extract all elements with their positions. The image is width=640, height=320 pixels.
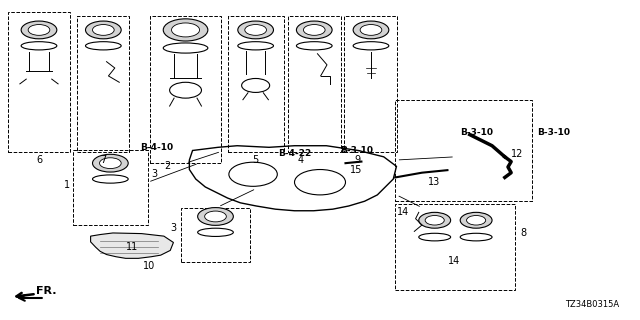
Text: 1: 1	[64, 180, 70, 190]
Bar	[73, 150, 148, 225]
Text: 6: 6	[36, 155, 42, 165]
Circle shape	[425, 215, 444, 225]
Circle shape	[163, 19, 208, 41]
Text: 13: 13	[428, 177, 440, 187]
Bar	[8, 12, 70, 152]
Text: 9: 9	[354, 155, 360, 165]
Polygon shape	[91, 233, 173, 258]
Bar	[228, 16, 284, 152]
Circle shape	[303, 25, 325, 35]
Circle shape	[86, 21, 121, 39]
Bar	[288, 16, 341, 152]
Circle shape	[93, 154, 128, 172]
Text: 7: 7	[100, 155, 106, 165]
Text: B-4-22: B-4-22	[278, 149, 311, 158]
Text: 5: 5	[253, 155, 259, 165]
Text: 14: 14	[397, 207, 409, 217]
Circle shape	[460, 212, 492, 228]
Circle shape	[238, 21, 273, 39]
Text: 4: 4	[298, 155, 304, 165]
Text: 3: 3	[151, 169, 157, 179]
Text: 15: 15	[350, 164, 362, 174]
Circle shape	[296, 21, 332, 39]
Bar	[395, 204, 515, 290]
Bar	[181, 208, 250, 262]
Circle shape	[172, 23, 200, 37]
Text: B-3-10: B-3-10	[340, 146, 374, 155]
Circle shape	[198, 208, 234, 225]
Circle shape	[353, 21, 389, 39]
Text: B-4-10: B-4-10	[140, 143, 173, 152]
Text: 3: 3	[170, 223, 177, 233]
Circle shape	[419, 212, 451, 228]
Bar	[150, 16, 221, 163]
Circle shape	[93, 25, 114, 35]
Circle shape	[205, 211, 227, 222]
Text: FR.: FR.	[36, 286, 57, 296]
Bar	[344, 16, 397, 152]
Circle shape	[245, 25, 266, 35]
Text: 2: 2	[164, 161, 170, 171]
Circle shape	[28, 25, 50, 35]
Circle shape	[360, 25, 382, 35]
Circle shape	[100, 158, 121, 169]
Text: 14: 14	[448, 256, 460, 266]
Text: B-3-10: B-3-10	[460, 128, 493, 137]
Text: 8: 8	[521, 228, 527, 238]
Bar	[395, 100, 532, 201]
Text: TZ34B0315A: TZ34B0315A	[565, 300, 620, 309]
Text: 11: 11	[125, 242, 138, 252]
Bar	[77, 16, 129, 152]
Circle shape	[21, 21, 57, 39]
Circle shape	[467, 215, 486, 225]
Text: B-3-10: B-3-10	[537, 128, 570, 137]
Text: 12: 12	[511, 149, 524, 159]
Text: 10: 10	[143, 261, 155, 271]
